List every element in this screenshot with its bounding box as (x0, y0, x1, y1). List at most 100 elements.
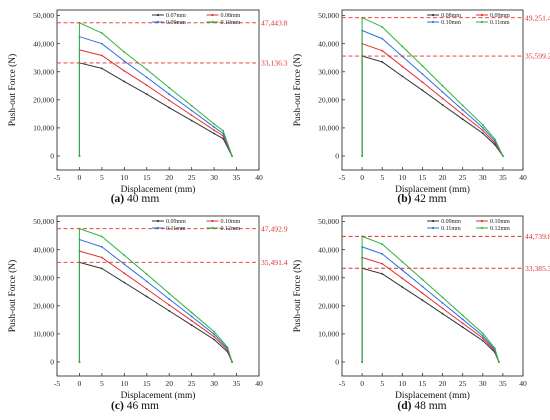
chart-d-reference-label-1: 44,739.8 (525, 232, 550, 241)
chart-b-series-4-point (501, 155, 504, 157)
chart-d-x-tick-label: 40 (519, 379, 527, 388)
chart-b-series-line-4 (361, 17, 504, 157)
chart-d-series-4-point (381, 243, 384, 245)
chart-a-series-2-point (100, 54, 103, 57)
chart-a-series-1-point (168, 106, 171, 109)
chart-d-y-tick-label: 20,000 (318, 301, 339, 310)
chart-d-y-tick-label: 0 (335, 358, 339, 367)
chart-a-legend-marker-3 (156, 20, 160, 24)
chart-a-plot-frame (56, 9, 260, 171)
chart-b-series-2-point (481, 129, 484, 132)
chart-b-series-4-point (481, 123, 484, 126)
chart-a-series-1-point (123, 80, 126, 83)
chart-a-series-2-point (213, 129, 216, 132)
chart-c-series-4-point (213, 330, 216, 333)
chart-a-series-3-point (123, 60, 126, 62)
chart-c-legend-marker-3 (156, 226, 160, 230)
chart-a-series-line-2 (78, 49, 233, 157)
caption-a-text: 40 mm (124, 193, 159, 205)
chart-d-legend-label-4: 0.12mm (490, 226, 510, 232)
chart-b-plot-frame (341, 9, 524, 171)
chart-a-y-tick-label: 10,000 (33, 123, 54, 132)
chart-c-series-2-point (190, 319, 193, 322)
chart-c-series-4-point (168, 292, 171, 295)
chart-a-x-tick-label: 10 (121, 173, 129, 182)
chart-c-legend-label-2: 0.10mm (220, 219, 240, 225)
chart-b-series-4-point (461, 104, 464, 107)
chart-a-x-tick-label: 30 (210, 173, 218, 182)
chart-b-series-4-point (493, 138, 496, 141)
chart-d-y-tick-label: 30,000 (318, 273, 339, 282)
chart-d: -5 0 5 10 15 20 25 30 35 40 0 10,000 20,000 30,000 40,… (292, 215, 550, 401)
chart-c-series-1-point (100, 267, 103, 270)
chart-a: -5 0 5 10 15 20 25 30 35 40 0 10,000 20,000 30,000 40,… (7, 9, 288, 195)
chart-d-series-2-point (401, 277, 404, 280)
chart-d-x-tick-label: 10 (399, 379, 407, 388)
chart-c-series-3-point (168, 298, 171, 300)
chart-a-x-tick-label: 5 (100, 173, 104, 182)
chart-d-series-3-point (421, 285, 424, 288)
chart-c-y-tick-label: 0 (50, 358, 54, 367)
chart-c-x-tick-label: 30 (210, 379, 218, 388)
chart-c-series-3-point (100, 245, 103, 248)
chart-a-series-2-point (168, 99, 171, 102)
chart-d-legend-label-1: 0.09mm (441, 219, 461, 225)
chart-c-series-1-point (123, 281, 126, 284)
caption-c: (c) 46 mm (111, 400, 159, 412)
chart-d-series-2-point (381, 262, 384, 265)
chart-c-series-4-point (226, 346, 229, 349)
chart-a-series-4-point (213, 123, 216, 125)
chart-c-legend-label-3: 0.11mm (166, 226, 186, 232)
chart-d-series-4-point (361, 361, 364, 363)
chart-d-legend-marker-3 (431, 226, 435, 230)
chart-d-series-1-point (461, 326, 464, 329)
chart-b-reference-label-1: 49,251.4 (525, 13, 550, 22)
chart-c-x-tick-label: 10 (121, 379, 129, 388)
chart-d-series-1-point (401, 286, 404, 288)
chart-b-legend-marker-4 (480, 20, 484, 24)
chart-d-y-axis-label: Push-out Force (N) (292, 260, 303, 332)
chart-c-series-2-point (123, 272, 126, 275)
chart-a-legend-label-3: 0.09mm (166, 20, 186, 26)
chart-b: -5 0 5 10 15 20 25 30 35 40 0 10,000 20,000 30,000 40,… (292, 9, 550, 195)
chart-c-x-tick-label: 40 (255, 379, 263, 388)
chart-d-x-tick-label: 0 (360, 379, 364, 388)
chart-b-x-tick-label: 10 (399, 173, 407, 182)
chart-a-reference-label-1: 47,443.8 (261, 18, 288, 27)
caption-c-letter: (c) (111, 400, 124, 412)
chart-b-series-1-point (461, 118, 464, 121)
chart-a-series-4-point (190, 104, 193, 107)
chart-b-y-tick-label: 0 (335, 152, 339, 161)
chart-a-y-tick-label: 20,000 (33, 95, 54, 104)
chart-b-series-1-point (401, 75, 404, 78)
chart-a-x-tick-label: 0 (78, 173, 82, 182)
chart-b-series-4-point (441, 84, 444, 87)
chart-a-y-tick-label: 40,000 (33, 39, 54, 48)
chart-c-reference-label-1: 47,492.9 (261, 224, 288, 233)
chart-b-legend-marker-2 (480, 13, 484, 17)
chart-b-x-tick-label: 15 (419, 173, 427, 182)
chart-d-series-3-point (441, 302, 444, 304)
chart-a-series-2-point (145, 84, 148, 87)
chart-b-series-line-3 (361, 29, 504, 157)
chart-a-y-tick-label: 0 (50, 152, 54, 161)
chart-d-series-line-3 (361, 246, 500, 363)
chart-b-x-tick-label: 30 (479, 173, 487, 182)
chart-c-x-tick-label: 5 (100, 379, 104, 388)
chart-c-series-line-3 (78, 239, 233, 363)
chart-d-series-4-point (497, 361, 500, 363)
chart-c-legend-label-4: 0.12mm (220, 226, 240, 232)
chart-b-series-4-point (421, 64, 424, 67)
chart-d-series-2-point (481, 337, 484, 340)
caption-c-text: 46 mm (124, 400, 159, 412)
chart-a-x-tick-label: -5 (54, 173, 61, 182)
chart-b-legend-marker-3 (431, 20, 435, 24)
chart-d-legend-marker-2 (480, 219, 484, 223)
chart-a-x-tick-label: 15 (143, 173, 151, 182)
chart-b-series-2-point (381, 49, 384, 52)
caption-b-letter: (b) (397, 193, 411, 205)
chart-a-series-4-point (123, 51, 126, 54)
chart-c-series-3-point (213, 333, 216, 336)
chart-c-legend-marker-1 (156, 219, 160, 223)
